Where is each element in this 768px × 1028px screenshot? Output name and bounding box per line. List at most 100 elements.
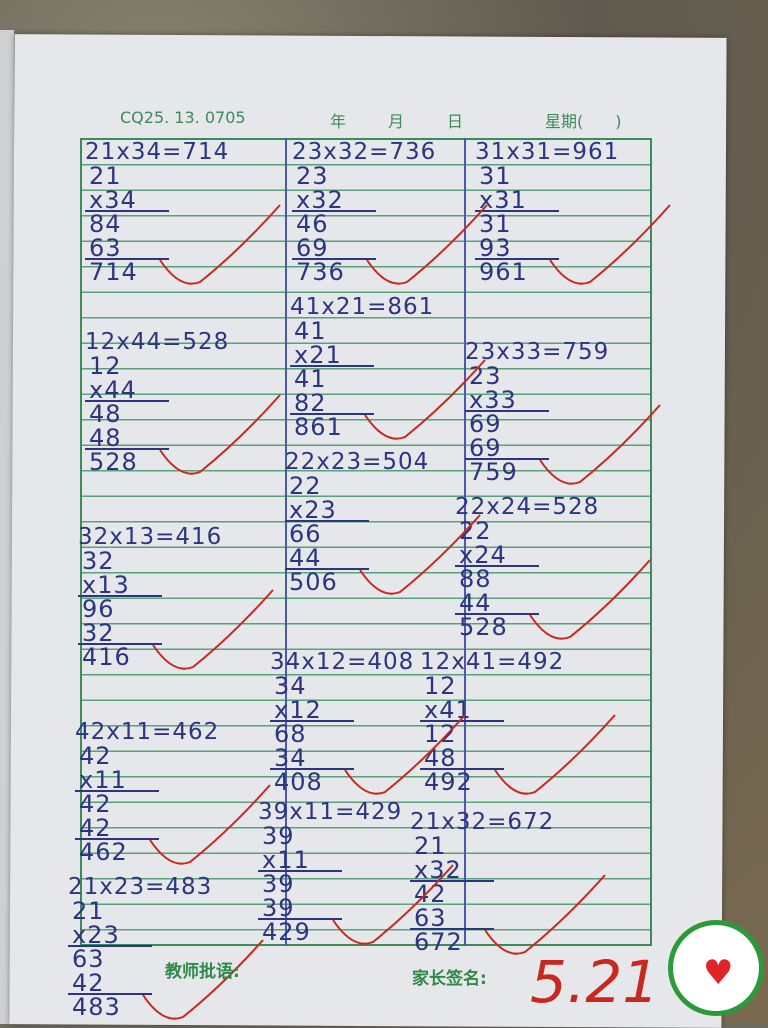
work-line: 506 bbox=[289, 568, 338, 596]
work-line: 34 bbox=[270, 746, 354, 770]
work-line: x32 bbox=[410, 858, 494, 882]
work-line: 63 bbox=[85, 236, 169, 260]
work-line: 32 bbox=[78, 621, 162, 645]
work-line: 736 bbox=[296, 258, 345, 286]
work-line: 31 bbox=[479, 162, 512, 190]
check-mark bbox=[529, 559, 651, 640]
weekday-label: 星期( ) bbox=[545, 112, 622, 131]
problem-block: 12x44=528 12 x44 48 48 528 bbox=[85, 330, 229, 474]
year-label: 年 bbox=[330, 112, 347, 131]
work-line: 96 bbox=[82, 595, 115, 623]
check-mark bbox=[152, 589, 274, 670]
logo-stamp: ♥ bbox=[668, 920, 764, 1016]
problem-equation: 23x33=759 bbox=[465, 339, 610, 365]
work-line: 39 bbox=[262, 822, 295, 850]
column-divider bbox=[464, 138, 466, 946]
work-line: 528 bbox=[89, 448, 138, 476]
problem-block: 21x32=672 21 x32 42 63 672 bbox=[410, 810, 554, 954]
heart-icon: ♥ bbox=[703, 953, 734, 993]
work-line: 429 bbox=[262, 918, 311, 946]
work-line: 21 bbox=[414, 832, 447, 860]
problem-block: 39x11=429 39 x11 39 39 429 bbox=[258, 800, 402, 944]
work-line: 416 bbox=[82, 643, 131, 671]
work-line: 861 bbox=[294, 413, 343, 441]
work-line: 42 bbox=[75, 816, 159, 840]
work-line: x23 bbox=[68, 923, 152, 947]
check-mark bbox=[159, 204, 281, 285]
problem-block: 31x31=961 31 x31 31 93 961 bbox=[475, 140, 619, 284]
work-line: 961 bbox=[479, 258, 528, 286]
work-line: x11 bbox=[258, 848, 342, 872]
work-line: 44 bbox=[455, 591, 539, 615]
problem-block: 21x34=714 21 x34 84 63 714 bbox=[85, 140, 229, 284]
month-label: 月 bbox=[388, 112, 405, 131]
problem-equation: 34x12=408 bbox=[270, 649, 415, 675]
notebook-code: CQ25. 13. 0705 bbox=[120, 108, 246, 127]
problem-equation: 21x23=483 bbox=[68, 874, 213, 900]
problem-block: 32x13=416 32 x13 96 32 416 bbox=[78, 525, 222, 669]
work-line: 34 bbox=[274, 672, 307, 700]
work-line: 46 bbox=[296, 210, 329, 238]
problem-block: 42x11=462 42 x11 42 42 462 bbox=[75, 720, 219, 864]
teacher-comment-label: 教师批语: bbox=[165, 962, 240, 982]
ruled-grid bbox=[80, 138, 652, 946]
problem-equation: 22x23=504 bbox=[285, 449, 430, 475]
work-line: x34 bbox=[85, 188, 169, 212]
problem-equation: 32x13=416 bbox=[78, 524, 223, 550]
check-mark bbox=[484, 874, 606, 955]
work-line: 483 bbox=[72, 993, 121, 1021]
work-line: x13 bbox=[78, 573, 162, 597]
work-line: x33 bbox=[465, 388, 549, 412]
work-line: x24 bbox=[455, 543, 539, 567]
check-mark bbox=[359, 514, 481, 595]
work-line: x31 bbox=[475, 188, 559, 212]
work-line: 42 bbox=[79, 790, 112, 818]
work-line: 63 bbox=[410, 906, 494, 930]
work-line: 88 bbox=[459, 565, 492, 593]
work-line: 82 bbox=[290, 391, 374, 415]
day-label: 日 bbox=[447, 112, 464, 131]
work-line: 12 bbox=[89, 352, 122, 380]
check-mark bbox=[159, 394, 281, 475]
column-divider bbox=[285, 138, 287, 946]
work-line: 492 bbox=[424, 768, 473, 796]
work-line: 21 bbox=[89, 162, 122, 190]
problem-equation: 23x32=736 bbox=[292, 139, 437, 165]
problem-block: 34x12=408 34 x12 68 34 408 bbox=[270, 650, 414, 794]
problem-equation: 31x31=961 bbox=[475, 139, 620, 165]
work-line: 42 bbox=[68, 971, 152, 995]
work-line: 462 bbox=[79, 838, 128, 866]
work-line: 93 bbox=[475, 236, 559, 260]
work-line: 66 bbox=[289, 520, 322, 548]
work-line: 528 bbox=[459, 613, 508, 641]
work-line: x21 bbox=[290, 343, 374, 367]
check-mark bbox=[332, 864, 454, 945]
work-line: 31 bbox=[479, 210, 512, 238]
check-mark bbox=[366, 204, 488, 285]
work-line: x11 bbox=[75, 768, 159, 792]
work-line: 63 bbox=[72, 945, 105, 973]
problem-equation: 39x11=429 bbox=[258, 799, 403, 825]
work-line: 408 bbox=[274, 768, 323, 796]
work-line: 48 bbox=[420, 746, 504, 770]
check-mark bbox=[149, 784, 271, 865]
problem-equation: 21x34=714 bbox=[85, 139, 230, 165]
problem-equation: 42x11=462 bbox=[75, 719, 220, 745]
work-line: 23 bbox=[296, 162, 329, 190]
work-line: 672 bbox=[414, 928, 463, 956]
problem-equation: 21x32=672 bbox=[410, 809, 555, 835]
work-line: x12 bbox=[270, 698, 354, 722]
problem-equation: 12x41=492 bbox=[420, 649, 565, 675]
work-line: 44 bbox=[285, 546, 369, 570]
work-line: 39 bbox=[258, 896, 342, 920]
grade-mark: 5.21 bbox=[530, 948, 660, 1016]
work-line: 48 bbox=[89, 400, 122, 428]
work-line: 32 bbox=[82, 547, 115, 575]
check-mark bbox=[549, 204, 671, 285]
problem-block: 23x32=736 23 x32 46 69 736 bbox=[292, 140, 436, 284]
work-line: 48 bbox=[85, 426, 169, 450]
check-mark bbox=[364, 359, 486, 440]
problem-equation: 12x44=528 bbox=[85, 329, 230, 355]
work-line: 21 bbox=[72, 897, 105, 925]
